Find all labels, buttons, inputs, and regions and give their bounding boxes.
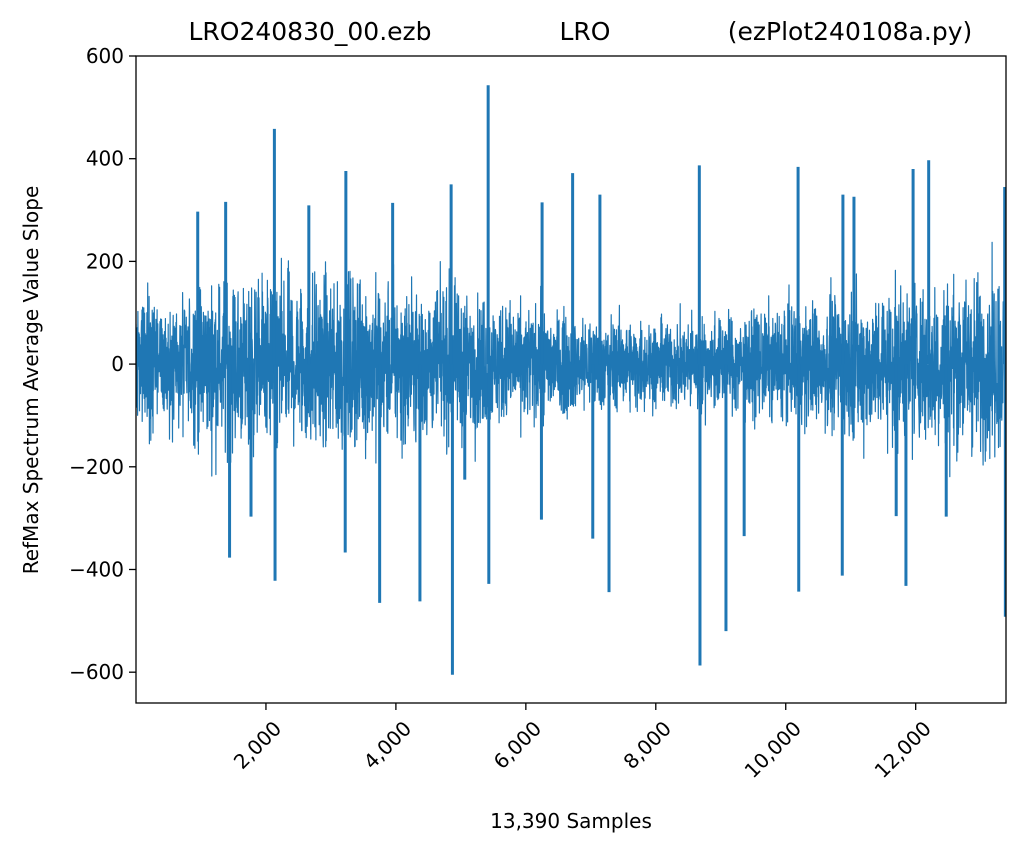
x-tick-label: 12,000	[870, 716, 936, 782]
x-tick-label: 4,000	[359, 716, 416, 773]
spike-layer	[196, 85, 1006, 675]
plot-area	[135, 55, 1007, 704]
y-tick-label: 600	[86, 44, 124, 68]
y-tick-label: 200	[86, 249, 124, 273]
chart-title-right: (ezPlot240108a.py)	[728, 17, 973, 46]
plot-frame	[135, 55, 1007, 704]
x-tick-label: 10,000	[740, 716, 806, 782]
y-tick-label: −600	[69, 660, 124, 684]
x-tick-label: 2,000	[229, 716, 286, 773]
x-tick-label: 8,000	[619, 716, 676, 773]
chart-title: LRO240830_00.ezb LRO (ezPlot240108a.py)	[188, 17, 972, 46]
y-axis: −600 −400 −200 0 200 400 600	[69, 44, 136, 684]
y-tick-label: −200	[69, 455, 124, 479]
chart-title-left: LRO240830_00.ezb	[188, 17, 431, 46]
y-tick-label: 0	[111, 352, 124, 376]
y-tick-label: −400	[69, 557, 124, 581]
y-tick-label: 400	[86, 147, 124, 171]
x-axis-label: 13,390 Samples	[490, 809, 652, 833]
x-axis: 2,000 4,000 6,000 8,000 10,000 12,000	[229, 703, 936, 783]
y-axis-label: RefMax Spectrum Average Value Slope	[19, 186, 43, 575]
series-line	[136, 241, 1006, 478]
chart-title-center: LRO	[560, 17, 611, 46]
x-tick-label: 6,000	[489, 716, 546, 773]
